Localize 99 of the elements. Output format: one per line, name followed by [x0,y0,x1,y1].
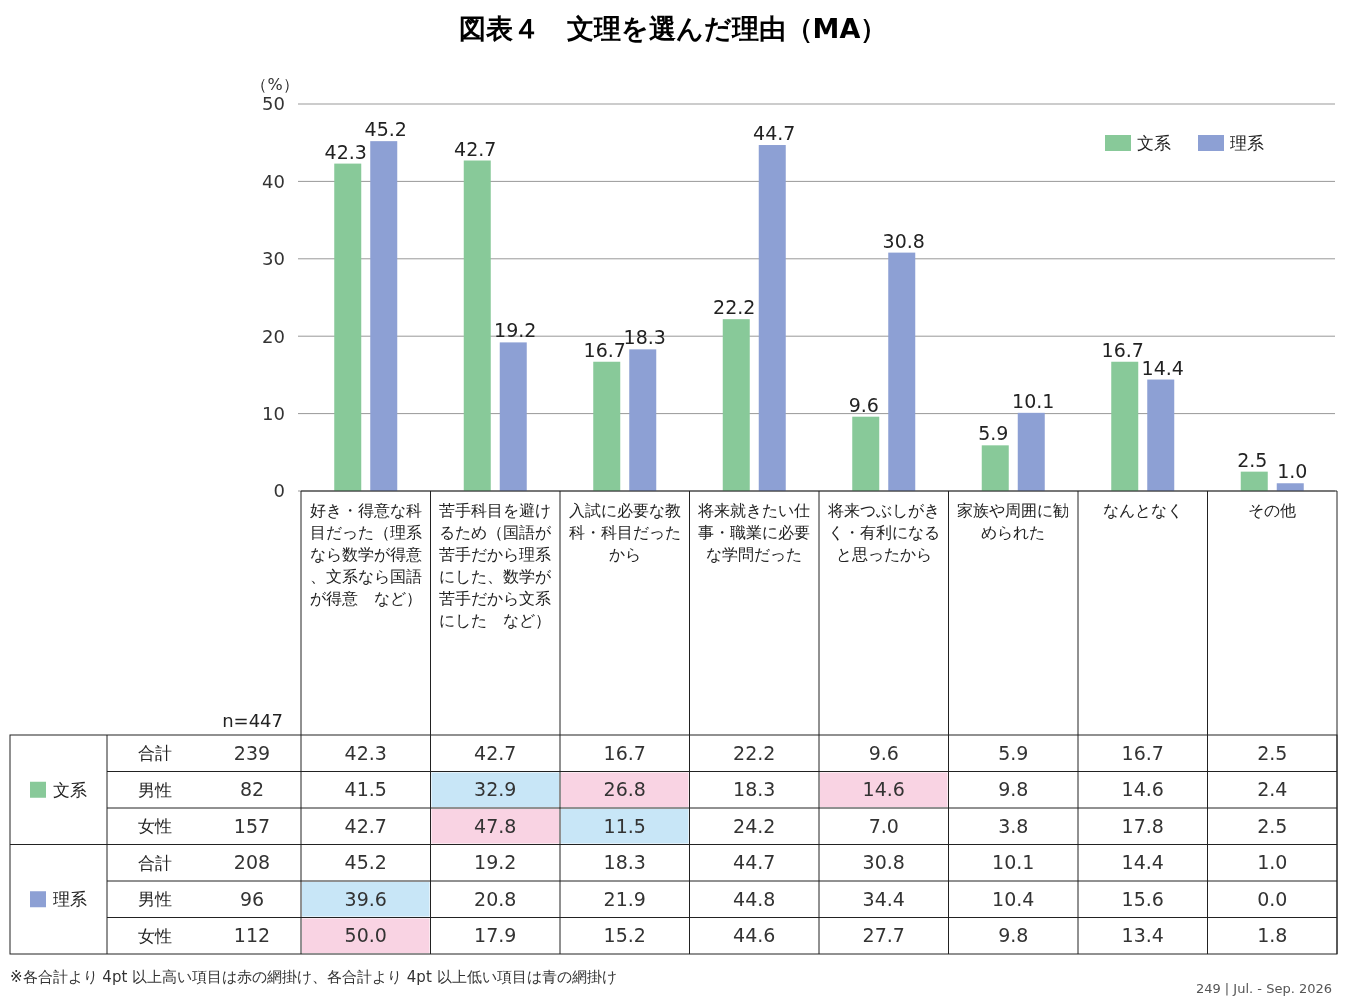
data-label: 21.9 [603,887,646,910]
data-label: 2.5 [1257,814,1288,837]
data-label: 14.4 [1141,356,1184,379]
data-label: 16.7 [583,338,626,361]
data-label: 10.1 [1012,389,1055,412]
data-label: 45.2 [364,118,407,141]
data-label: 42.7 [474,741,517,764]
y2-tick-label: 112 [233,924,271,947]
text: ※各合計より 4pt 以上高い項目は赤の網掛け、各合計より 4pt 以上低い項目は青の網掛け [10,968,617,986]
data-label: 2.5 [1237,448,1268,471]
data-label: 44.8 [733,887,776,910]
data-label: 15.6 [1121,887,1164,910]
data-label: 5.9 [998,741,1029,764]
y-tick-label: 合計 [138,852,172,873]
data-label: 30.8 [882,229,925,252]
data-label: 2.4 [1257,778,1288,801]
y-tick-label: 女性 [138,925,172,946]
data-label: 14.6 [862,778,905,801]
data-label: 22.2 [733,741,776,764]
y-tick-label: 合計 [138,743,172,764]
x-tick-label: 家族や周囲に勧められた [957,501,1070,542]
y-tick-label: 40 [262,170,285,192]
data-label: 19.2 [474,851,517,874]
y2-tick-label: 208 [233,851,271,874]
x-tick-label: なんとなく [1102,501,1183,520]
data-label: 3.8 [998,814,1029,837]
data-label: 42.7 [454,137,497,160]
data-label: 14.4 [1121,851,1164,874]
data-label: 17.8 [1121,814,1164,837]
x-tick-label: 入試に必要な教科・科目だったから [568,501,681,564]
data-label: 44.7 [733,851,776,874]
data-label: 41.5 [344,778,387,801]
x-tick-label: 将来就きたい仕事・職業に必要な学問だった [697,501,811,564]
y-tick-label: 30 [262,248,285,270]
y-tick-label: 女性 [138,816,172,837]
data-label: 1.8 [1257,924,1288,947]
data-label: 1.0 [1277,460,1308,483]
data-label: 13.4 [1121,924,1164,947]
text: 249 | Jul. - Sep. 2026 [1195,981,1332,996]
data-label: 39.6 [344,887,387,910]
y-tick-label: 男性 [138,889,172,910]
data-label: 15.2 [603,924,646,947]
x-tick-label: 好き・得意な科目だった（理系なら数学が得意、文系なら国語が得意 など） [309,501,422,608]
data-label: 27.7 [862,924,905,947]
y-tick-label: 0 [273,480,285,502]
data-label: 17.9 [474,924,517,947]
data-label: 19.2 [494,319,537,342]
data-label: 45.2 [344,851,387,874]
data-label: 44.6 [733,924,776,947]
data-label: 1.0 [1257,851,1288,874]
data-label: 47.8 [474,814,517,837]
data-label: 44.7 [753,122,796,145]
data-label: 5.9 [978,422,1009,445]
text: n=447 [222,710,283,731]
y2-tick-label: 82 [239,778,265,801]
data-label: 18.3 [733,778,776,801]
y2-tick-label: 157 [233,814,271,837]
data-label: 9.8 [998,924,1029,947]
y-axis-title: （%） [251,75,299,94]
data-label: 50.0 [344,924,387,947]
data-label: 7.0 [868,814,899,837]
data-label: 10.4 [992,887,1035,910]
data-label: 14.6 [1121,778,1164,801]
y2-tick-label: 96 [239,887,265,910]
legend-label: 理系 [1230,132,1264,153]
data-label: 26.8 [603,778,646,801]
data-label: 20.8 [474,887,517,910]
data-label: 42.7 [344,814,387,837]
x-tick-label: 苦手科目を避けるため（国語が苦手だから理系にした、数学が苦手だから文系にした など） [439,501,553,630]
data-label: 10.1 [992,851,1035,874]
y2-tick-label: 239 [233,741,271,764]
data-label: 16.7 [1121,741,1164,764]
data-label: 32.9 [474,778,517,801]
text: 理系 [53,889,87,910]
data-label: 2.5 [1257,741,1288,764]
y-tick-label: 50 [262,93,285,115]
data-label: 9.6 [868,741,899,764]
data-label: 0.0 [1257,887,1288,910]
data-label: 18.3 [623,326,666,349]
x-tick-label: 将来つぶしがきく・有利になると思ったから [826,501,940,564]
chart-title: 図表４ 文理を選んだ理由（MA） [458,13,888,44]
data-label: 18.3 [603,851,646,874]
data-label: 34.4 [862,887,905,910]
data-label: 24.2 [733,814,776,837]
y-tick-label: 男性 [138,779,172,800]
data-label: 42.3 [324,140,367,163]
legend-label: 文系 [1137,132,1171,153]
data-label: 22.2 [713,296,756,319]
data-label: 16.7 [1101,338,1144,361]
data-label: 9.6 [848,393,879,416]
data-label: 30.8 [862,851,905,874]
data-label: 42.3 [344,741,387,764]
x-tick-label: その他 [1248,501,1297,520]
text: 文系 [53,779,87,800]
data-label: 16.7 [603,741,646,764]
data-label: 9.8 [998,778,1029,801]
y-tick-label: 20 [262,325,285,347]
data-label: 11.5 [603,814,646,837]
y-tick-label: 10 [262,402,285,424]
